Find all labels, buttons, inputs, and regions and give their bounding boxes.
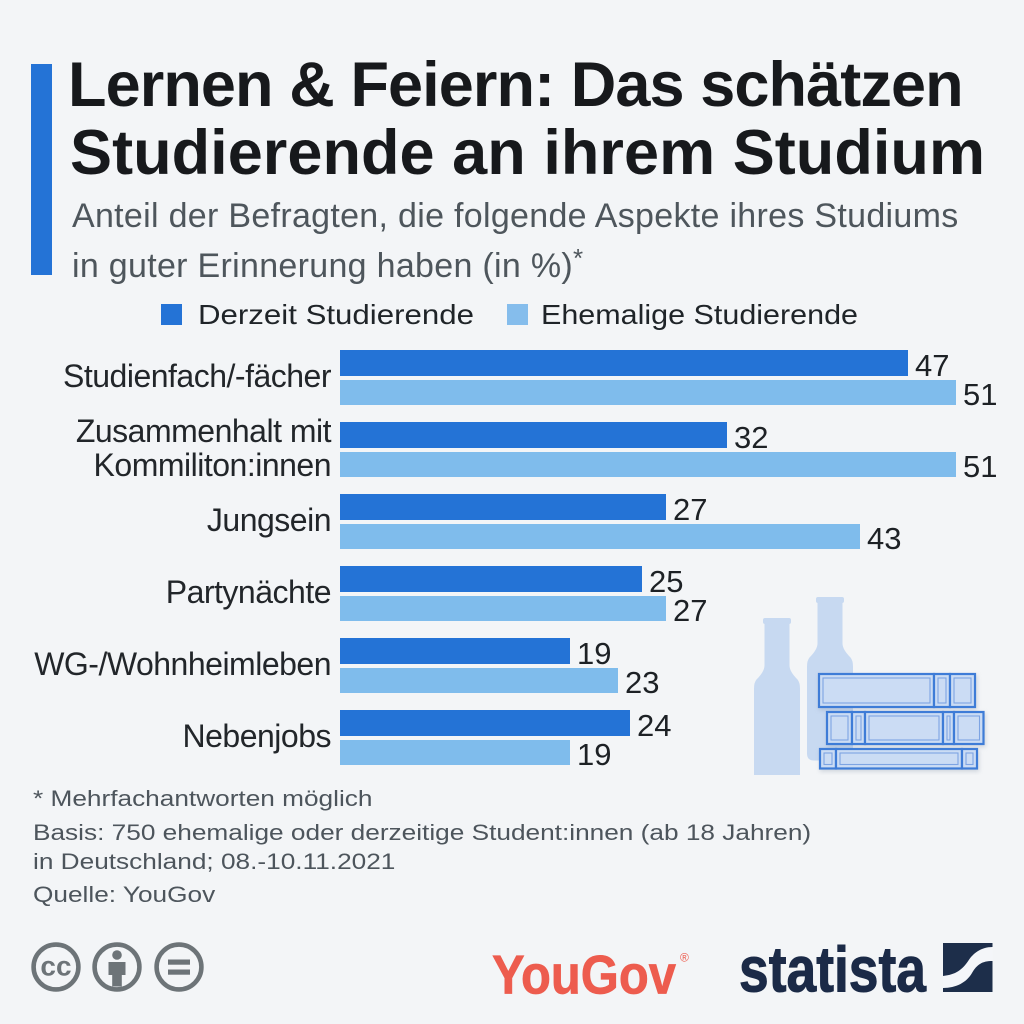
svg-text:YouGov: YouGov: [492, 943, 676, 1000]
svg-text:cc: cc: [40, 951, 71, 982]
svg-text:statista: statista: [739, 934, 926, 995]
svg-text:®: ®: [680, 951, 689, 965]
